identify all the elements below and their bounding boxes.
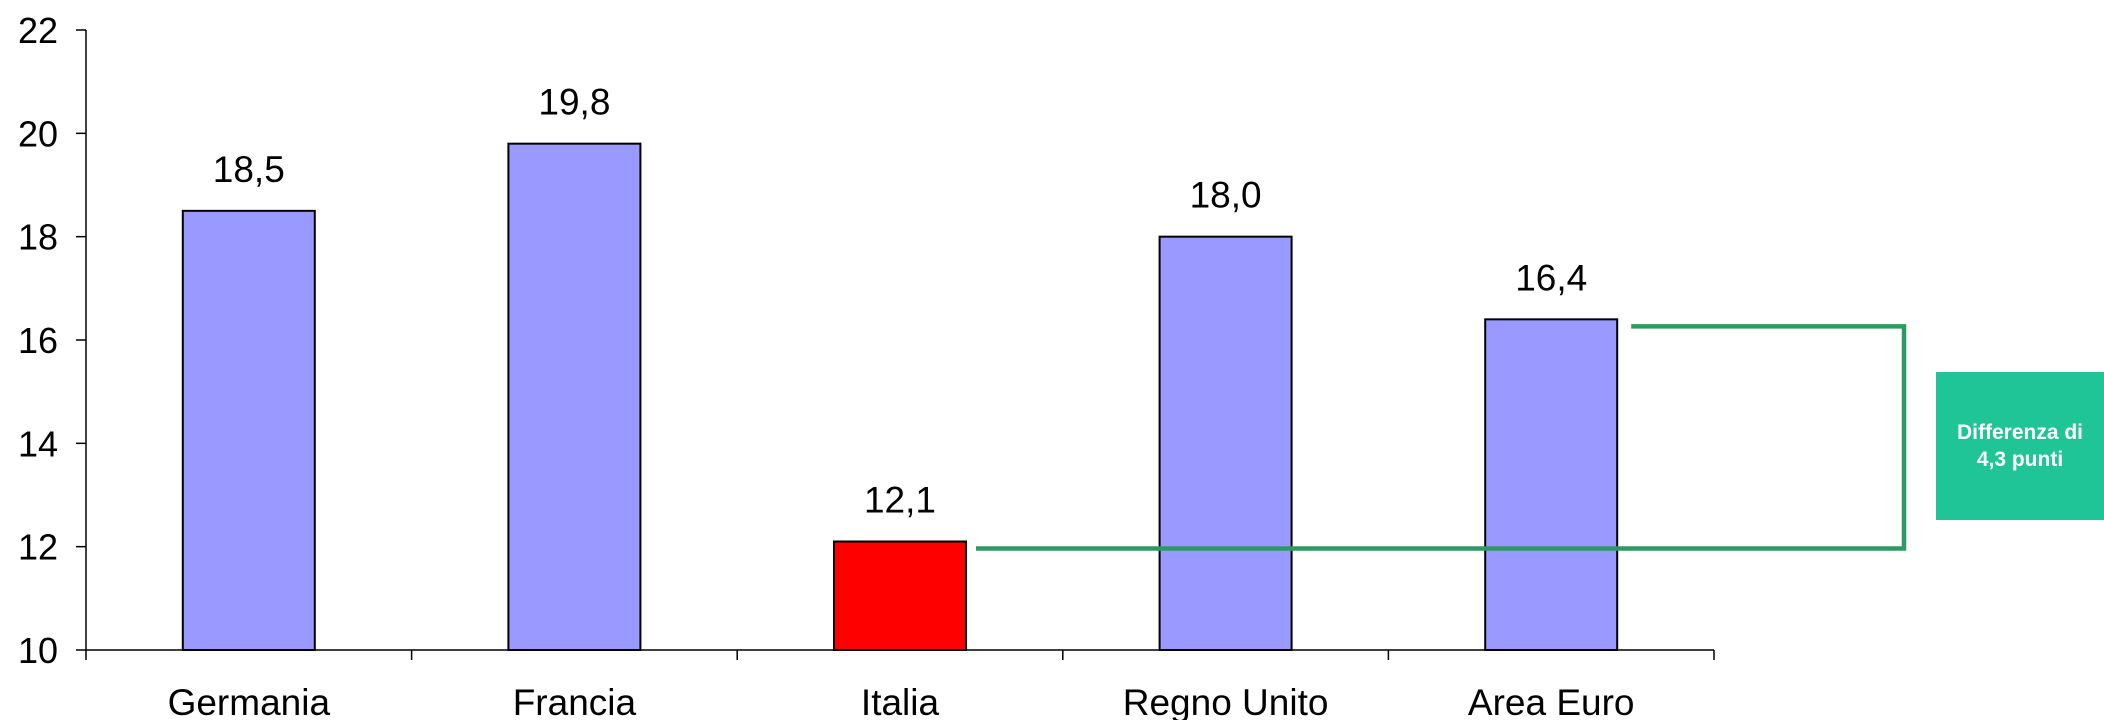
labels: 18,5 Germania 19,8 Francia 12,1 Italia 18,0 Reg… xyxy=(168,82,1635,720)
data-label: 18,0 xyxy=(1190,175,1262,216)
y-tick-label: 22 xyxy=(18,10,58,51)
x-tick-label: Italia xyxy=(861,682,940,720)
bar xyxy=(1158,235,1293,652)
y-tick-label: 18 xyxy=(18,217,58,258)
y-tick-label: 20 xyxy=(18,113,58,154)
difference-callout: Differenza di 4,3 punti xyxy=(1936,372,2104,520)
bar xyxy=(833,540,967,651)
difference-bracket xyxy=(976,324,1907,551)
difference-callout-text: Differenza di 4,3 punti xyxy=(1956,421,2084,471)
data-label: 16,4 xyxy=(1515,257,1587,298)
y-tick-label: 16 xyxy=(18,320,58,361)
x-tick-label: Area Euro xyxy=(1468,682,1635,720)
difference-annotation xyxy=(976,324,1907,551)
bar xyxy=(181,209,316,651)
x-tick-label: Francia xyxy=(513,682,637,720)
bar xyxy=(1484,318,1619,651)
data-label: 12,1 xyxy=(864,480,936,521)
data-label: 19,8 xyxy=(538,82,610,123)
y-tick-label: 14 xyxy=(18,423,58,464)
y-tick-label: 12 xyxy=(18,527,58,568)
bar xyxy=(507,142,642,652)
x-tick-label: Germania xyxy=(168,682,331,720)
bars xyxy=(181,142,1619,652)
x-tick-label: Regno Unito xyxy=(1123,682,1329,720)
data-label: 18,5 xyxy=(213,149,285,190)
y-tick-label: 10 xyxy=(18,630,58,671)
axes: 10 12 14 16 18 20 22 xyxy=(18,10,1715,671)
